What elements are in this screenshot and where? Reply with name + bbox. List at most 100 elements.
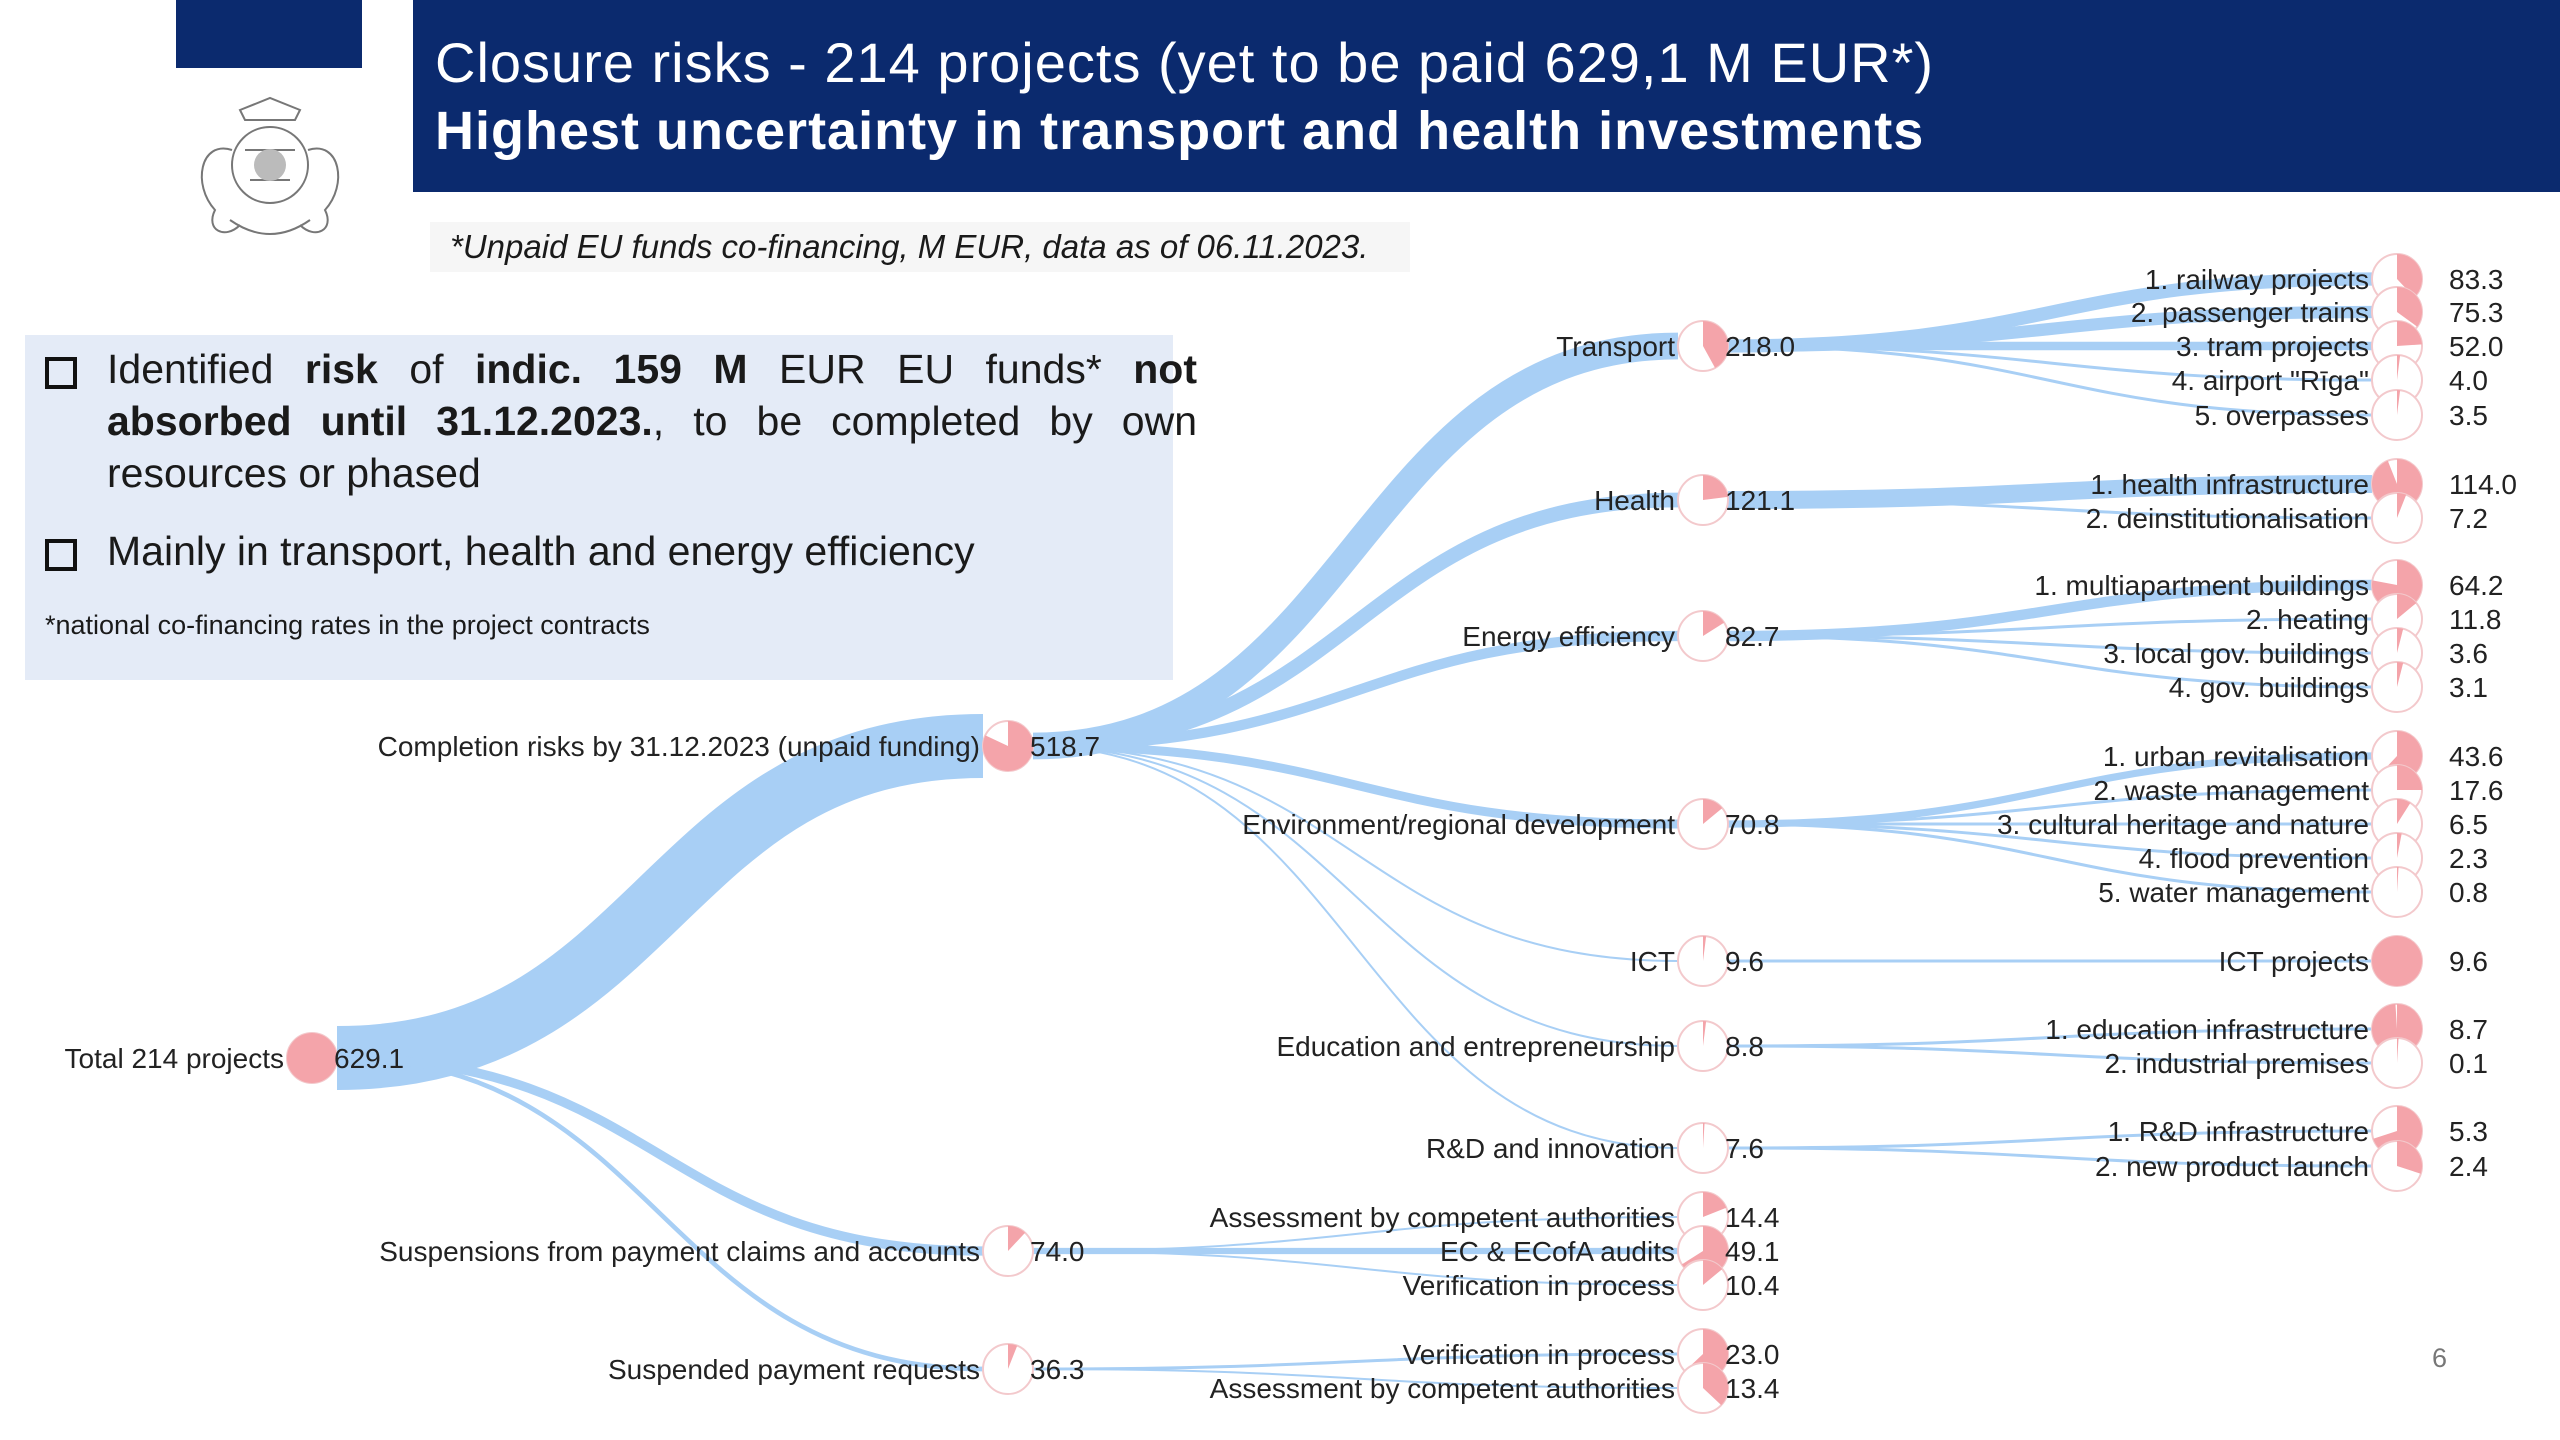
level3-label: 5. overpasses <box>2195 400 2369 431</box>
level3-value: 3.5 <box>2449 400 2488 431</box>
level2-node[interactable] <box>1677 1020 1729 1072</box>
level3-label: 1. R&D infrastructure <box>2108 1116 2369 1147</box>
level2-label: Environment/regional development <box>1242 809 1675 840</box>
level2-value: 121.1 <box>1725 485 1795 516</box>
level3-value: 4.0 <box>2449 365 2488 396</box>
tree-link-l2 <box>1032 1368 1679 1389</box>
level3-label: 1. education infrastructure <box>2045 1014 2369 1045</box>
pie-slice <box>2397 287 2422 327</box>
pie-slice <box>1703 1260 1723 1285</box>
level2-node[interactable] <box>1677 1122 1729 1174</box>
tree-link-l3 <box>1727 822 2373 894</box>
key-findings-box: Identified risk of indic. 159 M EUR EU f… <box>25 335 1197 680</box>
tree-link-l2 <box>1032 745 1679 962</box>
tree-link-l1 <box>336 1053 984 1256</box>
level2-node[interactable] <box>1677 1259 1729 1311</box>
level2-label: EC & ECofA audits <box>1440 1236 1675 1267</box>
tree-link-l1 <box>336 714 984 1090</box>
level3-label: 2. passenger trains <box>2131 297 2369 328</box>
pie-slice <box>1703 799 1723 824</box>
pie-slice <box>2397 867 2399 892</box>
level3-node[interactable] <box>2371 1140 2423 1192</box>
level3-node[interactable] <box>2371 492 2423 544</box>
tree-link-l2 <box>1032 332 1679 760</box>
level2-node[interactable] <box>1677 935 1729 987</box>
level2-node[interactable] <box>1677 610 1729 662</box>
level3-label: 5. water management <box>2098 877 2369 908</box>
level3-label: 3. tram projects <box>2176 331 2369 362</box>
pie-slice <box>2397 799 2411 824</box>
level3-label: 1. railway projects <box>2145 264 2369 295</box>
root-label: Total 214 projects <box>65 1043 284 1074</box>
level3-label: 3. local gov. buildings <box>2103 638 2369 669</box>
tree-link-l2 <box>1032 745 1679 1149</box>
pie-slice <box>982 721 1033 771</box>
level2-node[interactable] <box>1677 320 1729 372</box>
level2-label: R&D and innovation <box>1426 1133 1675 1164</box>
level3-node[interactable] <box>2371 935 2423 987</box>
data-note: *Unpaid EU funds co-financing, M EUR, da… <box>430 222 1410 272</box>
root-node[interactable] <box>286 1032 338 1084</box>
tree-link-l3 <box>1727 617 2373 638</box>
level2-node[interactable] <box>1677 798 1729 850</box>
level2-node[interactable] <box>1677 1362 1729 1414</box>
level2-value: 9.6 <box>1725 946 1764 977</box>
tree-link-l3 <box>1727 579 2373 642</box>
tree-link-l3 <box>1727 634 2373 655</box>
level3-node[interactable] <box>2371 389 2423 441</box>
level3-label: 2. industrial premises <box>2104 1048 2369 1079</box>
level1-node[interactable] <box>982 1225 1034 1277</box>
level3-value: 52.0 <box>2449 331 2504 362</box>
finding-bullet-2: Mainly in transport, health and energy e… <box>45 525 1135 585</box>
level3-value: 2.4 <box>2449 1151 2488 1182</box>
level2-value: 10.4 <box>1725 1270 1780 1301</box>
tree-link-l1 <box>336 1055 984 1372</box>
pie-slice <box>2397 1038 2399 1063</box>
level1-node[interactable] <box>982 1343 1034 1395</box>
level2-label: Assessment by competent authorities <box>1210 1373 1675 1404</box>
tree-link-l3 <box>1727 634 2373 689</box>
level3-label: 4. gov. buildings <box>2169 672 2369 703</box>
level3-node[interactable] <box>2371 866 2423 918</box>
level3-node[interactable] <box>2371 661 2423 713</box>
level1-node[interactable] <box>982 720 1034 772</box>
level3-label: 2. waste management <box>2094 775 2370 806</box>
pie-slice <box>2397 833 2402 858</box>
level3-node[interactable] <box>2371 1037 2423 1089</box>
tree-link-l2 <box>1032 1250 1679 1286</box>
level3-value: 2.3 <box>2449 843 2488 874</box>
tree-link-l3 <box>1727 822 2373 860</box>
pie-slice <box>1703 1123 1705 1148</box>
level3-value: 0.1 <box>2449 1048 2488 1079</box>
level2-node[interactable] <box>1677 474 1729 526</box>
tree-link-l2 <box>1032 492 1679 754</box>
pie-slice <box>1703 611 1725 636</box>
page-number: 6 <box>2432 1343 2448 1373</box>
level3-label: 1. urban revitalisation <box>2103 741 2369 772</box>
level2-value: 70.8 <box>1725 809 1780 840</box>
tree-link-l3 <box>1727 498 2373 520</box>
pie-slice <box>2397 765 2422 790</box>
pie-slice <box>2397 493 2407 518</box>
level3-label: 2. heating <box>2246 604 2369 635</box>
level3-label: 4. airport "Rīga" <box>2172 365 2369 396</box>
co-financing-footnote: *national co-financing rates in the proj… <box>45 610 650 640</box>
level3-value: 17.6 <box>2449 775 2504 806</box>
level2-label: Health <box>1594 485 1675 516</box>
pie-slice <box>1703 1363 1728 1406</box>
pie-slice <box>1703 321 1728 368</box>
level1-value: 74.0 <box>1030 1236 1085 1267</box>
level2-label: Verification in process <box>1403 1339 1675 1370</box>
level3-label: 1. multiapartment buildings <box>2034 570 2369 601</box>
pie-slice <box>1008 1225 1026 1251</box>
coat-of-arms-icon <box>200 96 340 235</box>
level3-value: 3.6 <box>2449 638 2488 669</box>
level1-value: 36.3 <box>1030 1354 1085 1385</box>
tree-link-l2 <box>1032 741 1679 829</box>
pie-slice <box>1703 475 1728 500</box>
slide-subtitle: Highest uncertainty in transport and hea… <box>435 101 1925 161</box>
level1-value: 518.7 <box>1030 731 1100 762</box>
pie-slice <box>1008 1344 1018 1369</box>
pie-slice <box>2372 936 2422 986</box>
level2-value: 7.6 <box>1725 1133 1764 1164</box>
